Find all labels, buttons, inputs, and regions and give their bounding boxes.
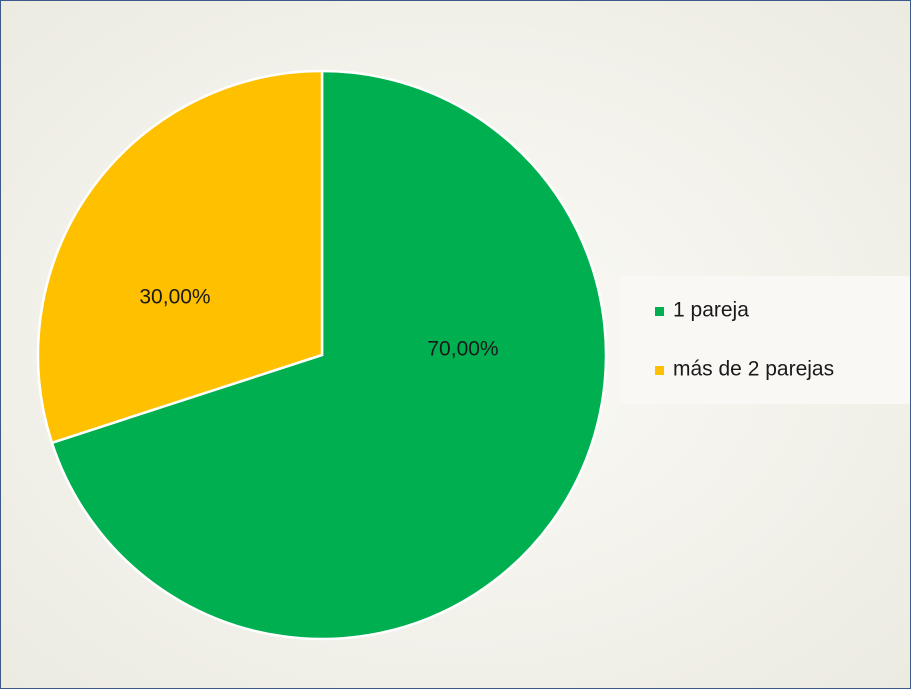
pie-slice: [50, 69, 608, 641]
data-label: 30,00%: [139, 286, 210, 309]
data-label: 70,00%: [427, 338, 498, 361]
legend-box: [620, 276, 910, 404]
legend-label: 1 pareja: [673, 299, 749, 322]
legend-label: más de 2 parejas: [673, 358, 834, 381]
pie-slice: [36, 69, 324, 445]
legend-swatch: [655, 307, 664, 316]
legend-swatch: [655, 366, 664, 375]
